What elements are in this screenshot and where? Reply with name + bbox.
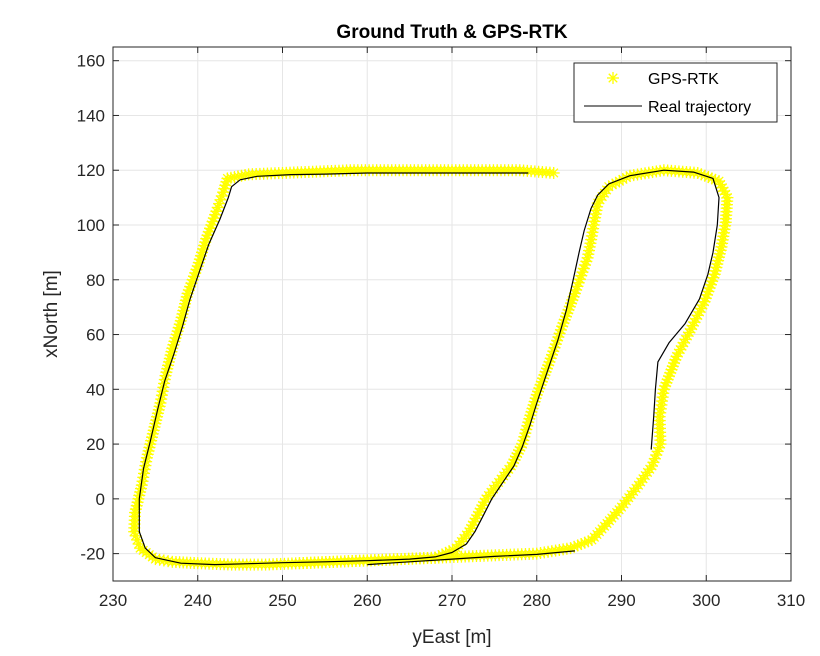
y-tick-label: 120: [77, 161, 105, 180]
gps-rtk-point: [214, 193, 227, 206]
y-tick-label: 140: [77, 106, 105, 125]
x-tick-label: 260: [353, 591, 381, 610]
legend-label-real-trajectory: Real trajectory: [648, 99, 751, 116]
gps-rtk-point: [647, 456, 660, 469]
legend-asterisk: [607, 72, 619, 84]
y-tick-label: 20: [86, 435, 105, 454]
gps-rtk-point: [132, 538, 145, 551]
chart-title: Ground Truth & GPS-RTK: [336, 22, 567, 43]
real-trajectory-line: [367, 550, 575, 566]
x-tick-label: 230: [99, 591, 127, 610]
legend-label-gps-rtk: GPS-RTK: [648, 71, 719, 88]
y-tick-label: 40: [86, 380, 105, 399]
y-tick-label: -20: [80, 545, 105, 564]
legend-marker-gps-rtk: [607, 72, 619, 84]
x-axis-label: yEast [m]: [412, 627, 491, 648]
x-tick-label: 270: [438, 591, 466, 610]
x-tick-label: 250: [268, 591, 296, 610]
x-tick-label: 290: [607, 591, 635, 610]
series-layer: [128, 164, 734, 571]
x-tick-label: 280: [523, 591, 551, 610]
legend: GPS-RTK Real trajectory: [573, 62, 778, 123]
real-trajectory-line: [138, 169, 720, 566]
y-tick-label: 100: [77, 216, 105, 235]
y-tick-label: 0: [96, 490, 105, 509]
gps-rtk-point: [293, 557, 306, 570]
x-tick-label: 300: [692, 591, 720, 610]
y-tick-label: 80: [86, 271, 105, 290]
legend-box: [573, 62, 778, 123]
y-tick-label: 160: [77, 52, 105, 71]
x-tick-label: 240: [184, 591, 212, 610]
y-axis-label: xNorth [m]: [41, 270, 62, 358]
y-tick-label: 60: [86, 326, 105, 345]
x-tick-label: 310: [777, 591, 805, 610]
axis-ticks: 230 240 250 260 270 280 290 300 310 -20 0 20 40 60 80 1…: [77, 47, 805, 610]
